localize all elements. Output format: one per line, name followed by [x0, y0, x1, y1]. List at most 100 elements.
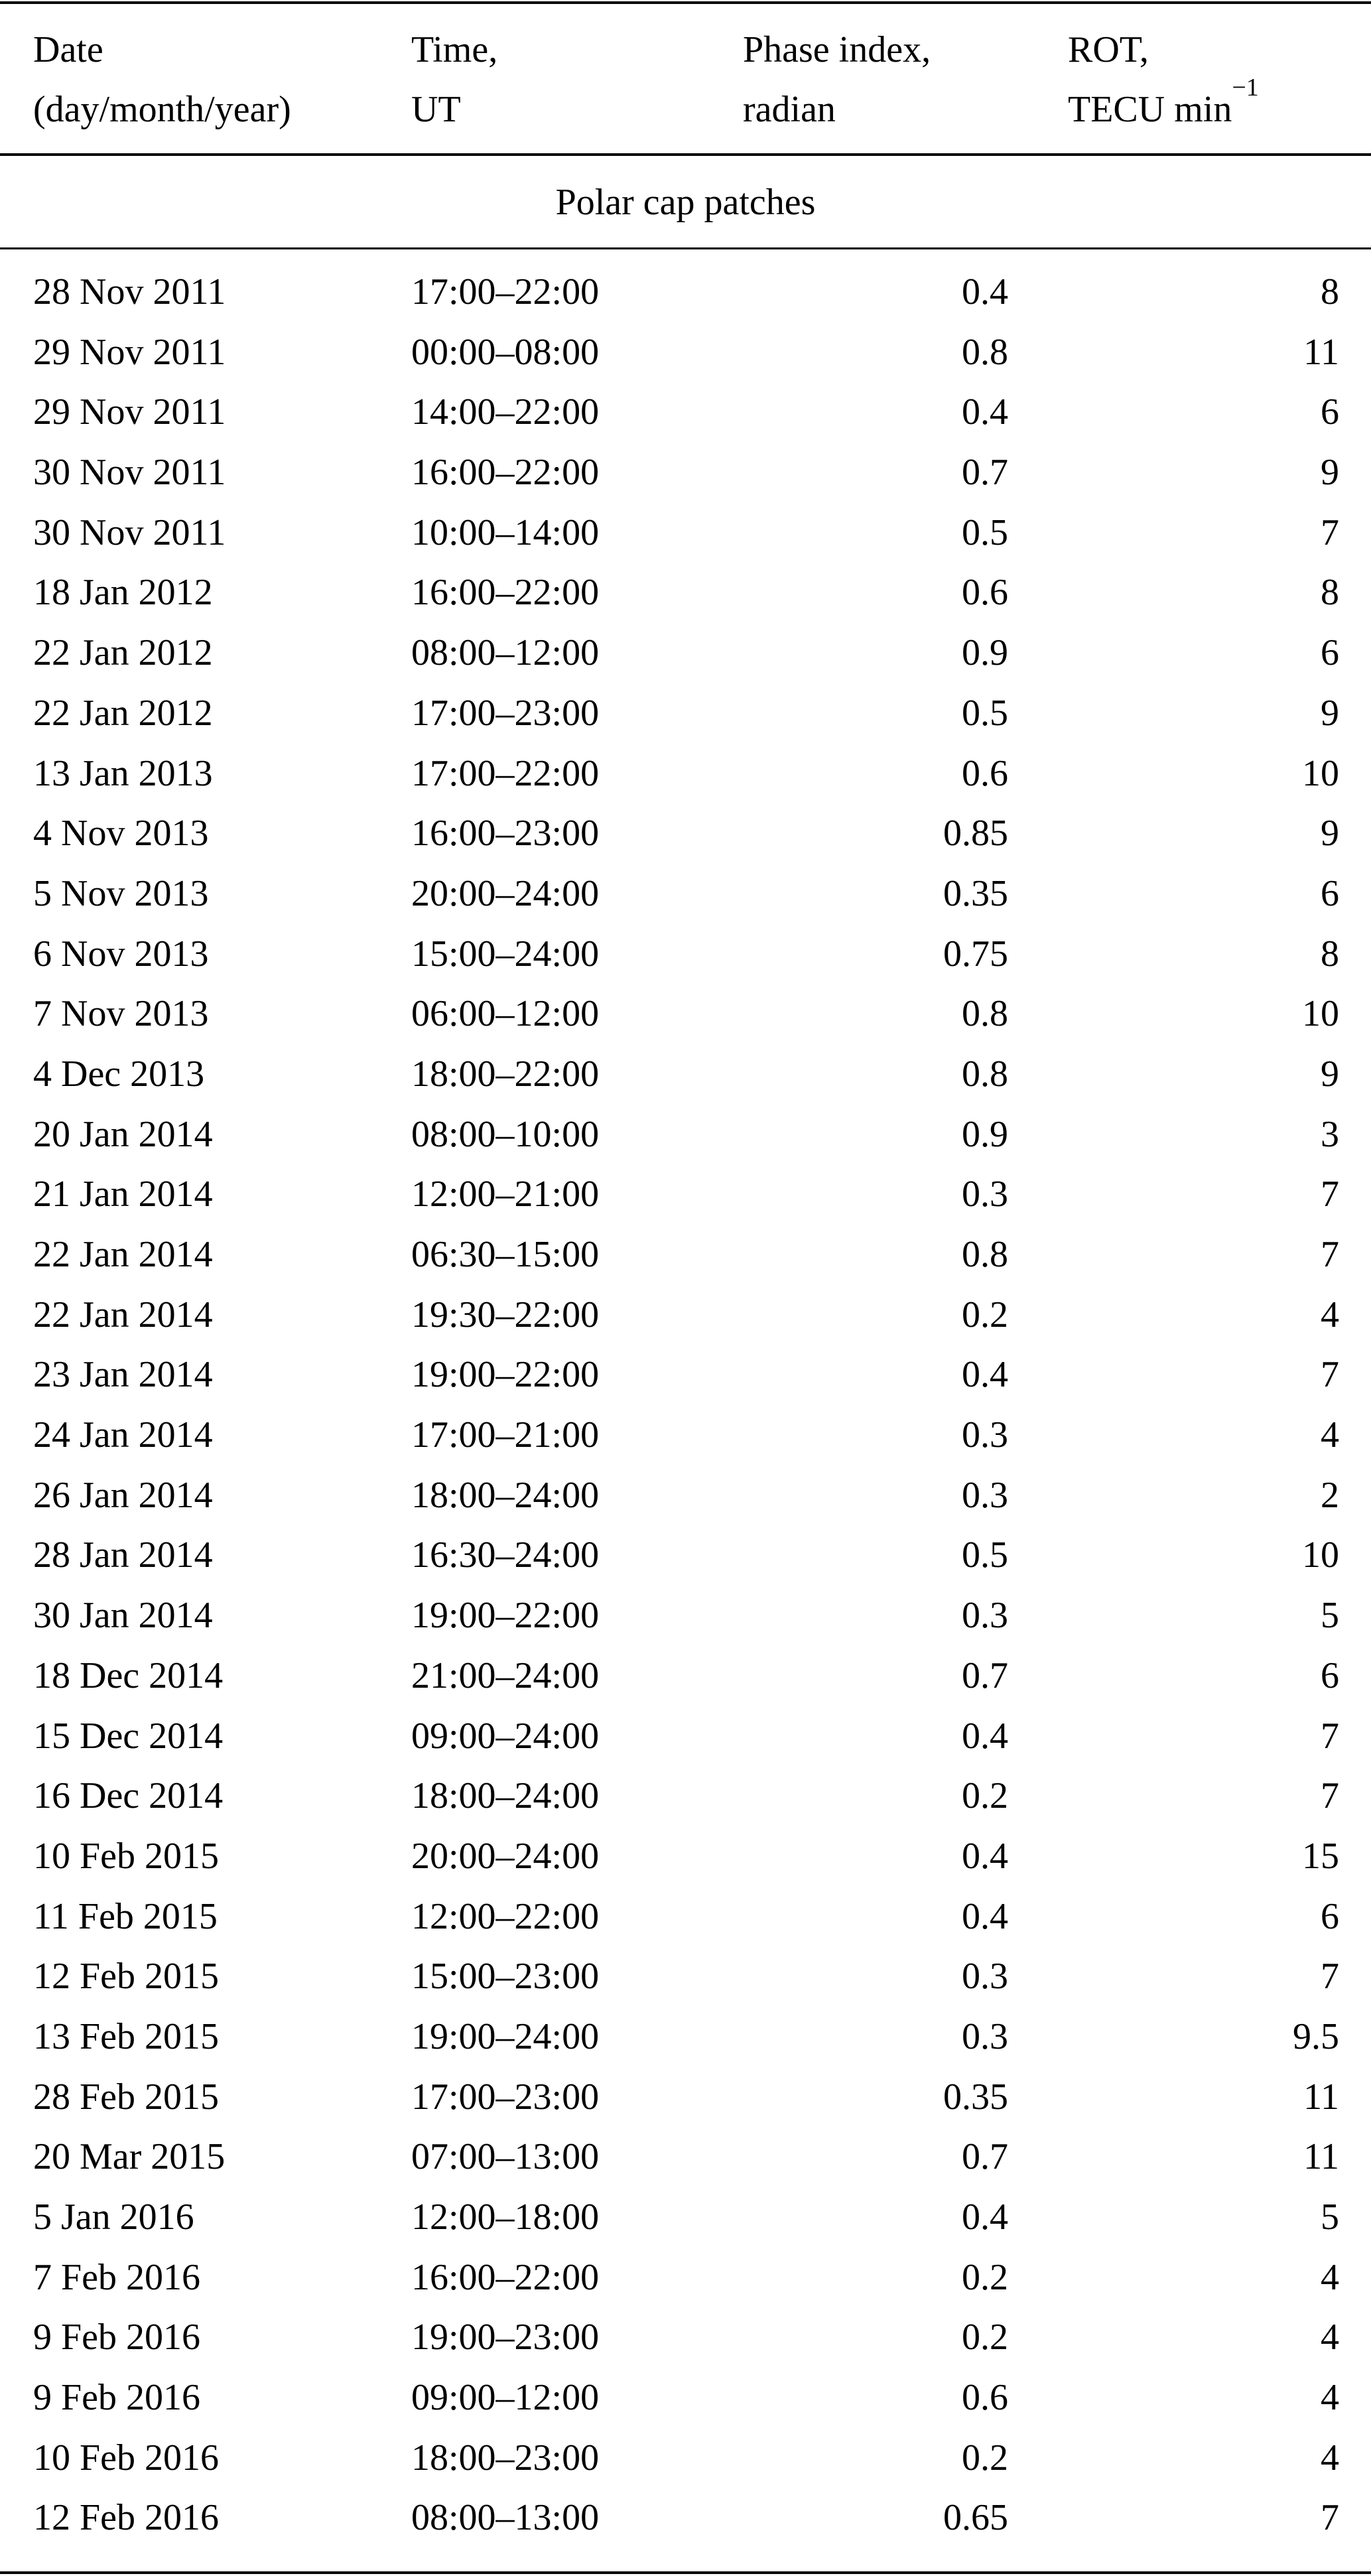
cell-date: 11 Feb 2015 — [33, 1895, 218, 1937]
table-row: 13 Feb 2015 19:00–24:00 0.3 9.5 — [0, 2007, 1371, 2067]
table-row: 29 Nov 2011 00:00–08:00 0.8 11 — [0, 322, 1371, 383]
cell-time: 12:00–21:00 — [411, 1174, 600, 1215]
header-date-line2: (day/month/year) — [33, 89, 291, 130]
cell-time: 12:00–22:00 — [411, 1895, 600, 1937]
cell-time: 19:00–22:00 — [411, 1595, 600, 1637]
cell-date: 12 Feb 2015 — [33, 1956, 219, 1998]
cell-date: 9 Feb 2016 — [33, 2377, 200, 2419]
table-row: 18 Dec 2014 21:00–24:00 0.7 6 — [0, 1646, 1371, 1706]
cell-rot: 9 — [1321, 452, 1339, 494]
cell-phase-index: 0.6 — [962, 2377, 1008, 2419]
cell-phase-index: 0.4 — [962, 391, 1008, 433]
table-row: 18 Jan 2012 16:00–22:00 0.6 8 — [0, 563, 1371, 623]
header-date: Date (day/month/year) — [33, 20, 291, 139]
cell-time: 08:00–10:00 — [411, 1113, 600, 1155]
cell-date: 18 Dec 2014 — [33, 1655, 224, 1696]
cell-date: 26 Jan 2014 — [33, 1474, 213, 1516]
cell-phase-index: 0.4 — [962, 1354, 1008, 1396]
cell-date: 6 Nov 2013 — [33, 933, 209, 975]
cell-time: 19:00–22:00 — [411, 1354, 600, 1396]
cell-phase-index: 0.35 — [943, 872, 1008, 914]
cell-rot: 8 — [1321, 572, 1339, 614]
cell-time: 16:00–23:00 — [411, 813, 600, 854]
cell-rot: 10 — [1302, 752, 1339, 794]
cell-time: 09:00–24:00 — [411, 1715, 600, 1757]
header-rule — [0, 153, 1371, 156]
header-time-line1: Time, — [411, 29, 498, 70]
cell-rot: 4 — [1321, 2437, 1339, 2478]
table-row: 15 Dec 2014 09:00–24:00 0.4 7 — [0, 1706, 1371, 1767]
cell-rot: 5 — [1321, 1595, 1339, 1637]
cell-time: 21:00–24:00 — [411, 1655, 600, 1696]
cell-date: 21 Jan 2014 — [33, 1174, 213, 1215]
cell-date: 15 Dec 2014 — [33, 1715, 224, 1757]
table-row: 22 Jan 2012 17:00–23:00 0.5 9 — [0, 683, 1371, 744]
cell-time: 15:00–23:00 — [411, 1956, 600, 1998]
cell-phase-index: 0.2 — [962, 2256, 1008, 2298]
cell-rot: 10 — [1302, 1534, 1339, 1576]
cell-date: 12 Feb 2016 — [33, 2497, 219, 2539]
cell-phase-index: 0.2 — [962, 1775, 1008, 1817]
cell-date: 24 Jan 2014 — [33, 1414, 213, 1456]
header-phase-line2: radian — [743, 89, 836, 130]
cell-time: 19:30–22:00 — [411, 1294, 600, 1335]
cell-date: 30 Nov 2011 — [33, 452, 226, 494]
cell-date: 10 Feb 2015 — [33, 1835, 219, 1877]
cell-date: 10 Feb 2016 — [33, 2437, 219, 2478]
cell-phase-index: 0.75 — [943, 933, 1008, 975]
table-row: 11 Feb 2015 12:00–22:00 0.4 6 — [0, 1887, 1371, 1947]
cell-time: 08:00–13:00 — [411, 2497, 600, 2539]
cell-rot: 9 — [1321, 692, 1339, 734]
table-row: 22 Jan 2012 08:00–12:00 0.9 6 — [0, 623, 1371, 683]
table-row: 28 Nov 2011 17:00–22:00 0.4 8 — [0, 262, 1371, 322]
cell-rot: 9 — [1321, 1053, 1339, 1095]
cell-date: 16 Dec 2014 — [33, 1775, 224, 1817]
cell-rot: 4 — [1321, 2256, 1339, 2298]
cell-phase-index: 0.35 — [943, 2076, 1008, 2118]
cell-time: 17:00–22:00 — [411, 271, 600, 312]
cell-date: 18 Jan 2012 — [33, 572, 213, 614]
cell-date: 22 Jan 2012 — [33, 632, 213, 674]
table-row: 7 Nov 2013 06:00–12:00 0.8 10 — [0, 984, 1371, 1044]
top-rule — [0, 1, 1371, 4]
table-row: 30 Nov 2011 16:00–22:00 0.7 9 — [0, 442, 1371, 503]
table-row: 10 Feb 2016 18:00–23:00 0.2 4 — [0, 2428, 1371, 2488]
cell-rot: 7 — [1321, 1234, 1339, 1275]
table-row: 23 Jan 2014 19:00–22:00 0.4 7 — [0, 1345, 1371, 1405]
cell-phase-index: 0.2 — [962, 1294, 1008, 1335]
cell-date: 13 Feb 2015 — [33, 2015, 219, 2057]
table-row: 4 Nov 2013 16:00–23:00 0.85 9 — [0, 803, 1371, 864]
header-rot-exponent: −1 — [1232, 74, 1259, 102]
cell-date: 13 Jan 2013 — [33, 752, 213, 794]
cell-rot: 10 — [1302, 993, 1339, 1035]
cell-time: 17:00–23:00 — [411, 2076, 600, 2118]
cell-rot: 6 — [1321, 391, 1339, 433]
cell-rot: 9.5 — [1293, 2015, 1339, 2057]
table-row: 20 Jan 2014 08:00–10:00 0.9 3 — [0, 1105, 1371, 1165]
cell-phase-index: 0.6 — [962, 572, 1008, 614]
cell-phase-index: 0.3 — [962, 1414, 1008, 1456]
cell-time: 19:00–24:00 — [411, 2015, 600, 2057]
cell-time: 14:00–22:00 — [411, 391, 600, 433]
cell-date: 23 Jan 2014 — [33, 1354, 213, 1396]
cell-time: 00:00–08:00 — [411, 331, 600, 373]
cell-time: 17:00–23:00 — [411, 692, 600, 734]
cell-rot: 6 — [1321, 1655, 1339, 1696]
cell-date: 28 Feb 2015 — [33, 2076, 219, 2118]
cell-rot: 4 — [1321, 1294, 1339, 1335]
cell-time: 10:00–14:00 — [411, 511, 600, 553]
cell-time: 18:00–23:00 — [411, 2437, 600, 2478]
cell-rot: 7 — [1321, 1174, 1339, 1215]
header-phase: Phase index, radian — [743, 20, 931, 139]
header-rot: ROT, TECU min−1 — [1068, 20, 1259, 139]
table-row: 9 Feb 2016 19:00–23:00 0.2 4 — [0, 2307, 1371, 2368]
cell-date: 7 Feb 2016 — [33, 2256, 200, 2298]
cell-rot: 7 — [1321, 1354, 1339, 1396]
cell-rot: 15 — [1302, 1835, 1339, 1877]
cell-phase-index: 0.4 — [962, 271, 1008, 312]
table-row: 12 Feb 2015 15:00–23:00 0.3 7 — [0, 1946, 1371, 2007]
cell-phase-index: 0.6 — [962, 752, 1008, 794]
cell-rot: 11 — [1303, 2076, 1339, 2118]
cell-date: 29 Nov 2011 — [33, 331, 226, 373]
cell-rot: 7 — [1321, 2497, 1339, 2539]
